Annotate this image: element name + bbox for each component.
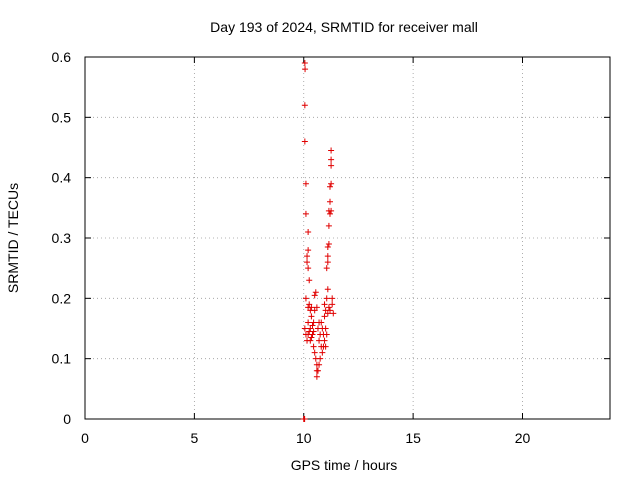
data-point — [324, 310, 331, 317]
x-tick-label: 10 — [296, 430, 312, 446]
data-point — [324, 286, 331, 293]
axis-ticks: 0 5 10 15 20 0 0.1 0.2 0.3 0.4 0.5 0.6 — [52, 49, 610, 446]
data-point — [304, 259, 311, 266]
data-point — [302, 180, 309, 187]
data-point — [302, 66, 309, 73]
data-point — [308, 313, 315, 320]
data-point — [324, 253, 331, 260]
data-point — [310, 343, 317, 350]
data-point — [311, 292, 318, 299]
data-points — [300, 60, 337, 422]
data-point — [325, 241, 332, 248]
data-point — [309, 322, 316, 329]
data-point — [313, 304, 320, 311]
data-point — [322, 325, 329, 332]
data-point — [301, 416, 308, 422]
x-tick-label: 5 — [190, 430, 198, 446]
data-point — [317, 355, 324, 362]
data-point — [328, 207, 335, 214]
data-point — [323, 295, 330, 302]
data-point — [327, 198, 333, 205]
data-point — [311, 307, 318, 314]
data-point — [306, 328, 313, 335]
data-point — [329, 295, 336, 302]
gridlines — [85, 57, 610, 419]
data-point — [301, 138, 308, 145]
x-tick-label: 15 — [405, 430, 421, 446]
data-point — [305, 331, 312, 338]
data-point — [306, 301, 313, 308]
data-point — [314, 367, 321, 374]
data-point — [328, 180, 335, 187]
data-point — [323, 331, 330, 338]
x-tick-label: 0 — [81, 430, 89, 446]
data-point — [308, 334, 315, 341]
data-point — [324, 244, 331, 251]
data-point — [312, 289, 319, 296]
y-tick-label: 0 — [63, 411, 71, 427]
data-point — [321, 313, 328, 320]
data-point — [327, 307, 333, 314]
data-point — [324, 259, 331, 266]
y-tick-label: 0.5 — [52, 109, 72, 125]
data-point — [327, 210, 333, 217]
data-point — [305, 319, 312, 326]
data-point — [322, 343, 329, 350]
data-point — [305, 247, 312, 254]
data-point — [325, 222, 332, 229]
y-tick-label: 0.6 — [52, 49, 72, 65]
y-tick-label: 0.3 — [52, 230, 72, 246]
data-point — [308, 304, 315, 311]
data-point — [329, 301, 336, 308]
data-point — [328, 156, 335, 163]
y-axis-label: SRMTID / TECUs — [5, 183, 21, 293]
data-point — [311, 349, 318, 356]
data-point — [318, 319, 325, 326]
data-point — [307, 325, 314, 332]
data-point — [319, 349, 326, 356]
data-point — [330, 310, 337, 317]
data-point — [325, 304, 332, 311]
data-point — [305, 265, 312, 272]
data-point — [302, 295, 309, 302]
data-point — [327, 183, 333, 190]
data-point — [310, 319, 317, 326]
data-point — [302, 210, 309, 217]
data-point — [301, 60, 308, 67]
data-point — [323, 265, 330, 272]
data-point — [328, 162, 335, 169]
y-tick-label: 0.2 — [52, 290, 72, 306]
plot-area-border — [84, 56, 611, 420]
data-point — [328, 147, 335, 154]
x-tick-label: 20 — [515, 430, 531, 446]
data-point — [316, 361, 323, 368]
data-point — [321, 301, 328, 308]
data-point — [301, 102, 308, 109]
data-point — [307, 337, 314, 344]
data-point — [306, 277, 313, 284]
data-point — [321, 337, 328, 344]
data-point — [304, 253, 311, 260]
x-axis-label: GPS time / hours — [291, 457, 398, 473]
chart-title: Day 193 of 2024, SRMTID for receiver mal… — [210, 19, 478, 35]
data-point — [316, 337, 323, 344]
data-point — [301, 325, 308, 332]
data-point — [305, 228, 312, 235]
data-point — [313, 373, 320, 380]
y-tick-label: 0.1 — [52, 351, 72, 367]
y-tick-label: 0.4 — [52, 170, 72, 186]
